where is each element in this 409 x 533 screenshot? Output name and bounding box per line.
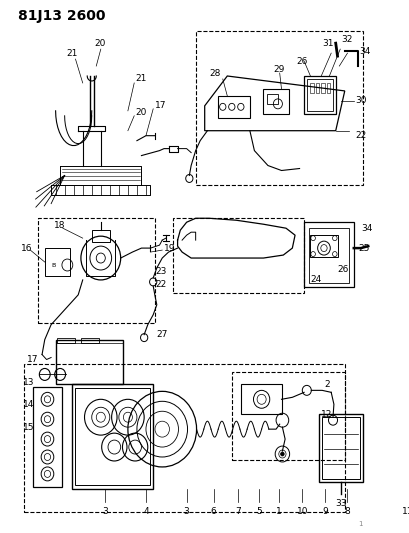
Text: 6: 6: [210, 507, 216, 516]
Text: 18: 18: [54, 221, 66, 230]
Text: 11: 11: [401, 507, 409, 516]
Text: 22: 22: [355, 131, 366, 140]
Text: 24: 24: [310, 276, 321, 285]
Text: 17: 17: [27, 355, 39, 364]
Text: 17: 17: [155, 101, 166, 110]
Text: 21: 21: [135, 75, 146, 84]
Bar: [321, 83, 324, 93]
Text: 3: 3: [183, 507, 189, 516]
Bar: [326, 83, 330, 93]
Bar: [306, 79, 332, 111]
Text: 20: 20: [94, 39, 105, 47]
Bar: [319, 414, 362, 482]
Bar: [218, 96, 249, 118]
Text: 33: 33: [335, 499, 346, 508]
Text: 26: 26: [337, 265, 348, 274]
Text: 1: 1: [275, 507, 281, 516]
Text: 25: 25: [357, 244, 369, 253]
Bar: [173, 218, 303, 293]
Text: 16: 16: [21, 244, 32, 253]
Text: 7: 7: [235, 507, 240, 516]
Bar: [315, 83, 319, 93]
Bar: [240, 384, 281, 414]
Text: 15: 15: [22, 423, 34, 432]
Text: 28: 28: [209, 69, 220, 77]
Bar: [195, 31, 362, 185]
Text: 3: 3: [102, 507, 108, 516]
Text: 14: 14: [23, 400, 34, 409]
Bar: [310, 83, 313, 93]
Text: 31: 31: [322, 39, 333, 47]
Text: 20: 20: [135, 108, 146, 117]
Text: 12: 12: [320, 410, 332, 419]
Bar: [92, 230, 110, 242]
Text: 23: 23: [155, 268, 166, 277]
Bar: [56, 340, 123, 384]
Bar: [303, 76, 335, 114]
Text: 13: 13: [22, 378, 34, 387]
Text: 21: 21: [66, 49, 77, 58]
Text: 9: 9: [321, 507, 327, 516]
Bar: [266, 94, 277, 104]
Text: 32: 32: [340, 35, 351, 44]
Text: 30: 30: [355, 96, 366, 106]
Text: 2: 2: [323, 380, 329, 389]
Bar: [38, 218, 155, 322]
Text: 27: 27: [156, 330, 168, 339]
Bar: [231, 373, 344, 460]
Bar: [75, 389, 149, 485]
Text: 8: 8: [344, 507, 349, 516]
Bar: [57, 337, 75, 343]
Text: 19: 19: [164, 244, 175, 253]
Bar: [308, 228, 348, 283]
Bar: [303, 222, 353, 287]
Text: 34: 34: [358, 46, 370, 55]
Text: 10: 10: [296, 507, 307, 516]
Bar: [263, 89, 288, 114]
Text: 22: 22: [155, 280, 166, 289]
Text: 81J13 2600: 81J13 2600: [18, 10, 105, 23]
Text: 1: 1: [357, 521, 362, 527]
Bar: [72, 384, 153, 489]
Bar: [33, 387, 62, 487]
Text: 29: 29: [272, 64, 284, 74]
Bar: [81, 337, 99, 343]
Text: 4: 4: [143, 507, 148, 516]
Bar: [24, 365, 344, 512]
Text: 26: 26: [296, 56, 307, 66]
Bar: [310, 235, 337, 257]
Circle shape: [280, 452, 283, 456]
Bar: [321, 417, 359, 479]
Bar: [45, 248, 70, 276]
Text: 34: 34: [360, 224, 371, 233]
Text: B: B: [52, 263, 56, 268]
Text: 5: 5: [255, 507, 261, 516]
